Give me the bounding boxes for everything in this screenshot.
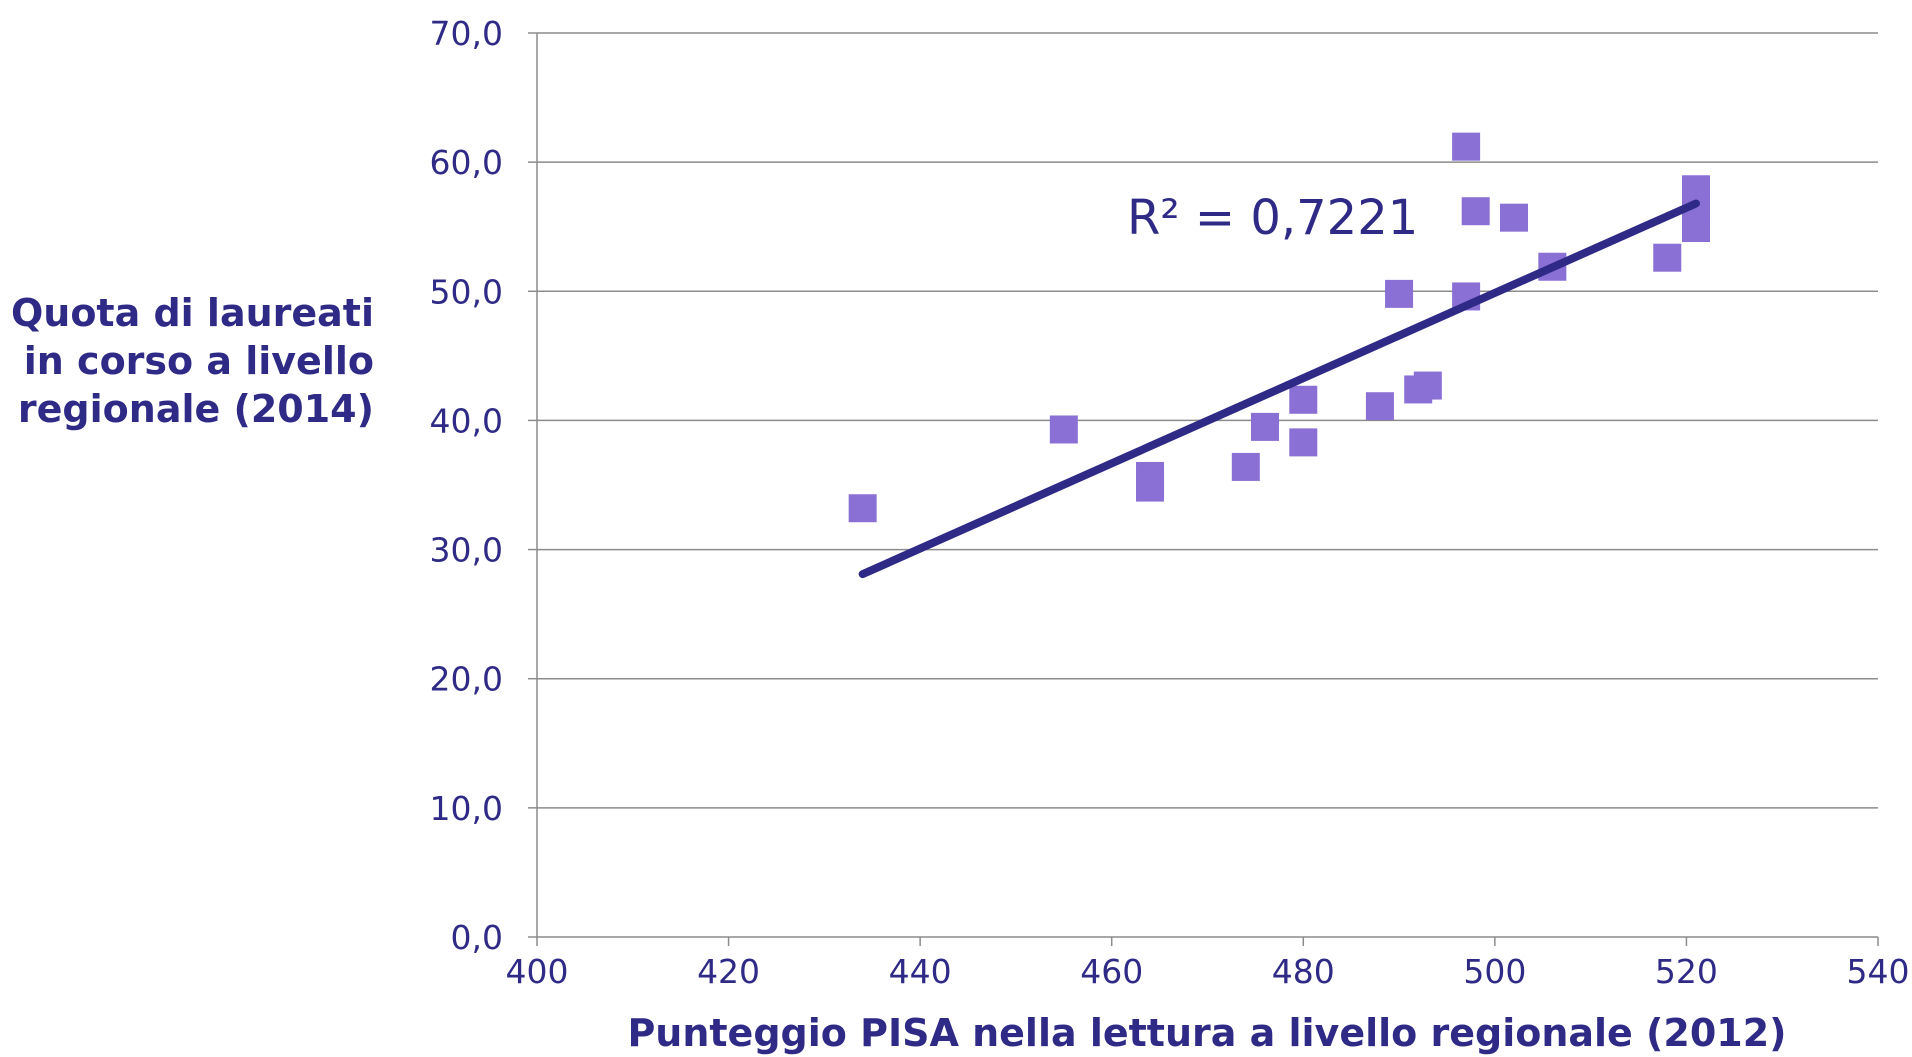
y-tick-label: 60,0: [430, 143, 503, 182]
y-axis-title: Quota di laureati in corso a livello reg…: [11, 291, 374, 431]
data-point: [1682, 214, 1711, 243]
y-tick-label: 30,0: [430, 531, 503, 570]
data-point: [1413, 371, 1442, 400]
data-point: [1385, 279, 1414, 308]
y-tick-label: 10,0: [430, 789, 503, 828]
x-tick-label: 460: [1080, 952, 1143, 991]
y-tick-label: 20,0: [430, 660, 503, 699]
data-point: [848, 494, 877, 523]
x-tick-label: 540: [1847, 952, 1910, 991]
x-tick-label: 420: [697, 952, 760, 991]
trendline: [858, 199, 1701, 579]
data-point: [1452, 132, 1481, 161]
tick-labels: 0,0 10,0 20,0 30,0 40,0 50,0 60,0 70,0 400 420 440…: [430, 14, 1910, 991]
y-tick-label: 40,0: [430, 401, 503, 440]
data-point: [1461, 197, 1490, 226]
x-tick-label: 500: [1463, 952, 1526, 991]
data-point: [1049, 415, 1078, 444]
x-tick-label: 440: [889, 952, 952, 991]
y-tick-label: 0,0: [451, 918, 503, 957]
y-axis-title-line: in corso a livello: [24, 339, 374, 383]
data-point: [1365, 392, 1394, 421]
r-squared-label: R² = 0,7221: [1127, 190, 1418, 246]
y-axis-title-line: Quota di laureati: [11, 291, 374, 335]
data-point: [1653, 243, 1682, 272]
data-point: [1250, 412, 1279, 441]
gridlines: [537, 32, 1878, 809]
x-tick-label: 400: [506, 952, 569, 991]
data-point: [1231, 452, 1260, 481]
y-tick-label: 70,0: [430, 14, 503, 53]
x-axis-title: Punteggio PISA nella lettura a livello r…: [627, 1011, 1786, 1055]
data-point: [1289, 385, 1318, 414]
x-tick-label: 520: [1655, 952, 1718, 991]
data-point: [1289, 428, 1318, 457]
axes: [536, 33, 1878, 938]
data-point: [1500, 203, 1529, 232]
y-axis-title-line: regionale (2014): [18, 387, 374, 431]
y-tick-label: 50,0: [430, 272, 503, 311]
x-tick-label: 480: [1272, 952, 1335, 991]
data-point: [1136, 473, 1165, 502]
